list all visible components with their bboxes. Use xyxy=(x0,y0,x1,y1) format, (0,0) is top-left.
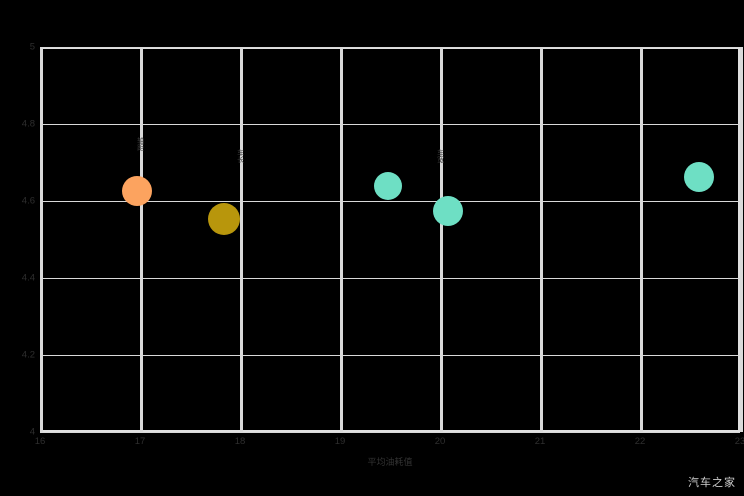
watermark: 汽车之家 xyxy=(688,477,736,489)
y-axis-tick-label: 4 xyxy=(29,426,35,438)
x-axis-tick-label: 22 xyxy=(634,436,646,447)
point-annotation-label: 车长 xyxy=(236,148,244,163)
gridline-vertical xyxy=(540,47,543,432)
gridline-vertical xyxy=(40,47,43,432)
x-axis-title: 平均油耗值 xyxy=(367,457,413,467)
data-point-bubble[interactable] xyxy=(433,196,463,227)
gridline-horizontal xyxy=(40,355,740,356)
y-axis-tick-label: 4.4 xyxy=(21,272,35,284)
y-axis-tick-label: 4.8 xyxy=(21,118,35,130)
point-annotation-label: 轴距 xyxy=(136,136,144,151)
gridline-vertical xyxy=(740,47,743,432)
gridline-horizontal xyxy=(40,201,740,202)
gridline-vertical xyxy=(140,47,143,432)
gridline-vertical xyxy=(440,47,443,432)
x-axis-tick-label: 20 xyxy=(434,436,446,447)
gridline-vertical xyxy=(340,47,343,432)
gridline-horizontal xyxy=(40,278,740,279)
y-axis-tick-label: 4.2 xyxy=(21,349,35,361)
gridline-horizontal xyxy=(40,47,740,48)
axis-spine-top xyxy=(40,47,740,49)
x-axis-tick-label: 16 xyxy=(34,436,46,447)
x-axis-tick-label: 19 xyxy=(334,436,346,447)
y-axis-tick-label: 5 xyxy=(29,41,35,53)
gridline-vertical xyxy=(240,47,243,432)
x-axis-tick-label: 18 xyxy=(234,436,246,447)
point-annotation-label: 车宽 xyxy=(436,148,444,163)
data-point-bubble[interactable] xyxy=(122,176,152,207)
x-axis-tick-label: 21 xyxy=(534,436,546,447)
data-point-bubble[interactable] xyxy=(684,162,714,193)
gridline-horizontal xyxy=(40,432,740,433)
x-axis-tick-label: 17 xyxy=(134,436,146,447)
x-axis-tick-label: 23 xyxy=(734,436,744,447)
gridline-vertical xyxy=(640,47,643,432)
data-point-bubble[interactable] xyxy=(208,203,240,236)
axis-spine-bottom xyxy=(40,430,740,432)
y-axis-tick-label: 4.6 xyxy=(21,195,35,207)
plot-area: 轴距车长 车宽 xyxy=(40,47,743,433)
axis-spine-right xyxy=(738,47,740,432)
gridline-horizontal xyxy=(40,124,740,125)
data-point-bubble[interactable] xyxy=(374,172,402,201)
